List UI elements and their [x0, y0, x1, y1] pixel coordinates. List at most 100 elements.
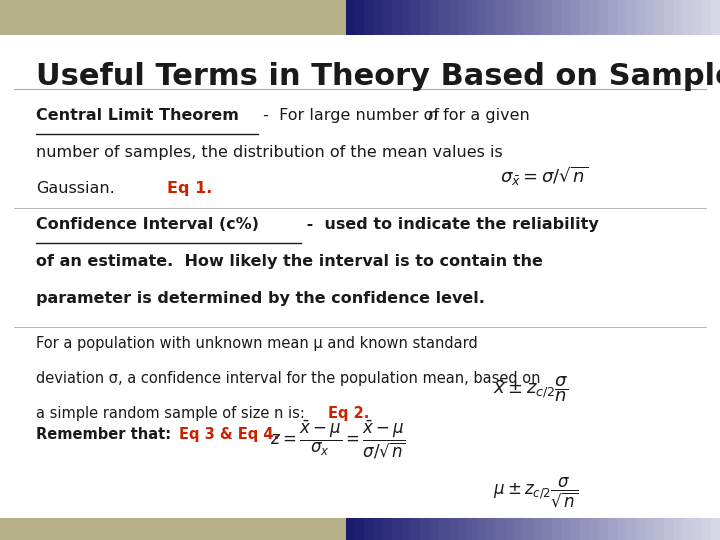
Bar [636, 518, 647, 540]
Bar [711, 518, 720, 540]
Bar [636, 0, 647, 35]
Bar [486, 518, 497, 540]
Bar [626, 518, 637, 540]
Bar [523, 518, 534, 540]
Text: $\sigma_{\bar{x}} = \sigma / \sqrt{n}$: $\sigma_{\bar{x}} = \sigma / \sqrt{n}$ [500, 165, 589, 188]
Bar [458, 518, 469, 540]
Bar [355, 0, 366, 35]
Bar [355, 518, 366, 540]
Bar [673, 0, 684, 35]
Text: for a given: for a given [438, 108, 529, 123]
Bar [570, 0, 581, 35]
Bar [608, 518, 618, 540]
Bar [467, 0, 478, 35]
Text: Confidence Interval (c%): Confidence Interval (c%) [36, 217, 259, 232]
Bar [580, 518, 590, 540]
Bar [608, 0, 618, 35]
Bar [533, 518, 544, 540]
Bar [589, 0, 600, 35]
Bar [542, 518, 553, 540]
Bar [392, 0, 403, 35]
Text: Gaussian.: Gaussian. [36, 181, 114, 197]
Bar [683, 0, 693, 35]
Bar [626, 0, 637, 35]
Text: a simple random sample of size n is:: a simple random sample of size n is: [36, 406, 314, 421]
Bar [598, 0, 609, 35]
Bar [523, 0, 534, 35]
Text: n: n [428, 108, 438, 123]
Bar [701, 0, 712, 35]
Bar [477, 518, 487, 540]
Bar [645, 0, 656, 35]
Bar [383, 518, 394, 540]
Bar [411, 518, 422, 540]
Text: -  For large number of: - For large number of [258, 108, 444, 123]
Bar [589, 518, 600, 540]
Bar [383, 0, 394, 35]
Bar [580, 0, 590, 35]
Bar [346, 518, 356, 540]
Bar [645, 518, 656, 540]
Bar [561, 518, 572, 540]
Bar [552, 518, 562, 540]
Bar [402, 518, 413, 540]
Text: $\bar{x} \pm z_{c/2}\dfrac{\sigma}{n}$: $\bar{x} \pm z_{c/2}\dfrac{\sigma}{n}$ [493, 375, 569, 404]
Bar [711, 0, 720, 35]
Bar [467, 518, 478, 540]
Bar [654, 518, 665, 540]
Text: deviation σ, a confidence interval for the population mean, based on: deviation σ, a confidence interval for t… [36, 371, 541, 386]
Bar [692, 518, 703, 540]
Bar [411, 0, 422, 35]
Bar [449, 0, 459, 35]
Bar [552, 0, 562, 35]
Bar [420, 518, 431, 540]
Text: parameter is determined by the confidence level.: parameter is determined by the confidenc… [36, 291, 485, 306]
Text: $\mu \pm z_{c/2}\dfrac{\sigma}{\sqrt{n}}$: $\mu \pm z_{c/2}\dfrac{\sigma}{\sqrt{n}}… [493, 475, 578, 509]
Bar [561, 0, 572, 35]
Bar [617, 518, 628, 540]
Bar [392, 518, 403, 540]
Bar [458, 0, 469, 35]
Bar [439, 0, 450, 35]
Bar [0, 518, 346, 540]
Bar [449, 518, 459, 540]
Bar [505, 518, 516, 540]
Text: of an estimate.  How likely the interval is to contain the: of an estimate. How likely the interval … [36, 254, 543, 269]
Bar [617, 0, 628, 35]
Bar [664, 518, 675, 540]
Bar [683, 518, 693, 540]
Text: -  used to indicate the reliability: - used to indicate the reliability [301, 217, 599, 232]
Bar [364, 518, 375, 540]
Bar [533, 0, 544, 35]
Bar [664, 0, 675, 35]
Bar [374, 0, 384, 35]
Bar [673, 518, 684, 540]
Bar [402, 0, 413, 35]
Bar [0, 0, 346, 35]
Text: $z = \dfrac{\bar{x}-\mu}{\sigma_x} = \dfrac{\bar{x}-\mu}{\sigma/\sqrt{n}}$: $z = \dfrac{\bar{x}-\mu}{\sigma_x} = \df… [270, 418, 406, 461]
Text: Eq 3 & Eq 4.: Eq 3 & Eq 4. [179, 427, 279, 442]
Bar [374, 518, 384, 540]
Bar [420, 0, 431, 35]
Bar [692, 0, 703, 35]
Text: Eq 2.: Eq 2. [328, 406, 369, 421]
Bar [701, 518, 712, 540]
Text: Eq 1.: Eq 1. [167, 181, 212, 197]
Bar [570, 518, 581, 540]
Bar [439, 518, 450, 540]
Text: Remember that:: Remember that: [36, 427, 176, 442]
Bar [598, 518, 609, 540]
Bar [505, 0, 516, 35]
Bar [495, 0, 506, 35]
Bar [542, 0, 553, 35]
Bar [477, 0, 487, 35]
Bar [486, 0, 497, 35]
Bar [654, 0, 665, 35]
Bar [346, 0, 356, 35]
Bar [495, 518, 506, 540]
Bar [430, 518, 441, 540]
Text: Central Limit Theorem: Central Limit Theorem [36, 108, 239, 123]
Bar [364, 0, 375, 35]
Bar [514, 518, 525, 540]
Bar [430, 0, 441, 35]
